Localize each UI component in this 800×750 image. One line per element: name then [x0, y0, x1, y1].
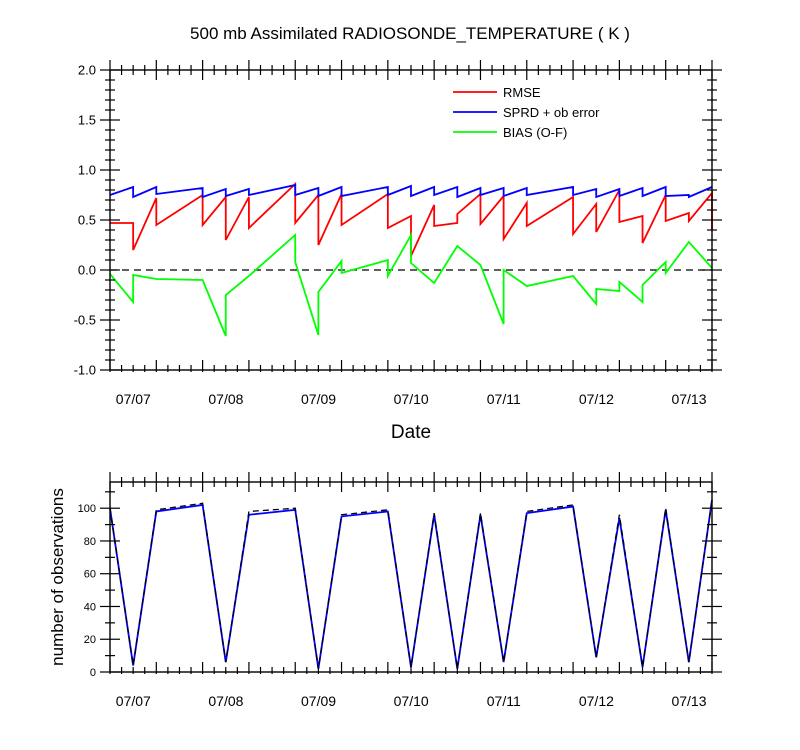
observations-x-tick-label: 07/13	[671, 693, 706, 709]
observations-x-tick-label: 07/08	[208, 693, 243, 709]
top-y-tick-label: 0.0	[78, 263, 96, 278]
chart-title: 500 mb Assimilated RADIOSONDE_TEMPERATUR…	[190, 24, 630, 43]
legend-label: SPRD + ob error	[503, 105, 600, 120]
top-x-tick-label: 07/11	[487, 391, 521, 407]
top-x-tick-label: 07/10	[394, 391, 429, 407]
observations-y-tick-label: 0	[90, 667, 96, 679]
top-chart-ticks: 07/07 07/08 07/09 07/10 07/11 07/12 07/13 2.0 1.…	[74, 60, 722, 407]
legend-label: RMSE	[503, 85, 541, 100]
top-x-tick-label: 07/08	[208, 391, 243, 407]
top-y-tick-label: 1.5	[78, 113, 96, 128]
observations-y-tick-label: 60	[84, 569, 96, 581]
top-y-tick-label: 1.0	[78, 163, 96, 178]
legend-label: BIAS (O-F)	[503, 125, 567, 140]
top-chart: 500 mb Assimilated RADIOSONDE_TEMPERATUR…	[74, 24, 722, 443]
observations-chart-ticks: 07/07 07/08 07/09 07/10 07/11 07/12 07/13 0 20 40…	[78, 472, 722, 709]
observations-x-tick-label: 07/11	[487, 693, 521, 709]
series-line-bias-o-f	[109, 231, 713, 337]
top-x-tick-label: 07/07	[116, 391, 151, 407]
observations-y-tick-label: 80	[84, 536, 96, 548]
observations-chart: 07/07 07/08 07/09 07/10 07/11 07/12 07/13 0 20 40…	[48, 472, 722, 709]
top-y-tick-label: 0.5	[78, 213, 96, 228]
observations-y-tick-label: 40	[84, 601, 96, 613]
series-line-sprd-ob-error	[109, 183, 713, 199]
series-line-rmse	[110, 181, 713, 257]
observations-y-tick-label: 100	[78, 503, 96, 515]
observations-y-tick-label: 20	[84, 634, 96, 646]
observations-x-tick-label: 07/10	[394, 693, 429, 709]
observations-x-tick-label: 07/09	[301, 693, 336, 709]
observations-y-axis-label: number of observations	[48, 488, 67, 666]
top-x-tick-label: 07/13	[671, 391, 706, 407]
top-y-tick-label: 2.0	[78, 63, 96, 78]
legend: RMSE SPRD + ob error BIAS (O-F)	[453, 85, 600, 140]
top-x-tick-label: 07/12	[579, 391, 614, 407]
series-line-obs-total	[109, 499, 713, 669]
top-y-tick-label: -1.0	[74, 363, 96, 378]
observations-x-tick-label: 07/12	[579, 693, 614, 709]
top-y-tick-label: -0.5	[74, 313, 96, 328]
x-axis-label: Date	[391, 422, 431, 443]
top-chart-series-group	[109, 181, 713, 337]
observations-x-tick-label: 07/07	[116, 693, 151, 709]
observations-series-group	[109, 499, 713, 669]
top-x-tick-label: 07/09	[301, 391, 336, 407]
